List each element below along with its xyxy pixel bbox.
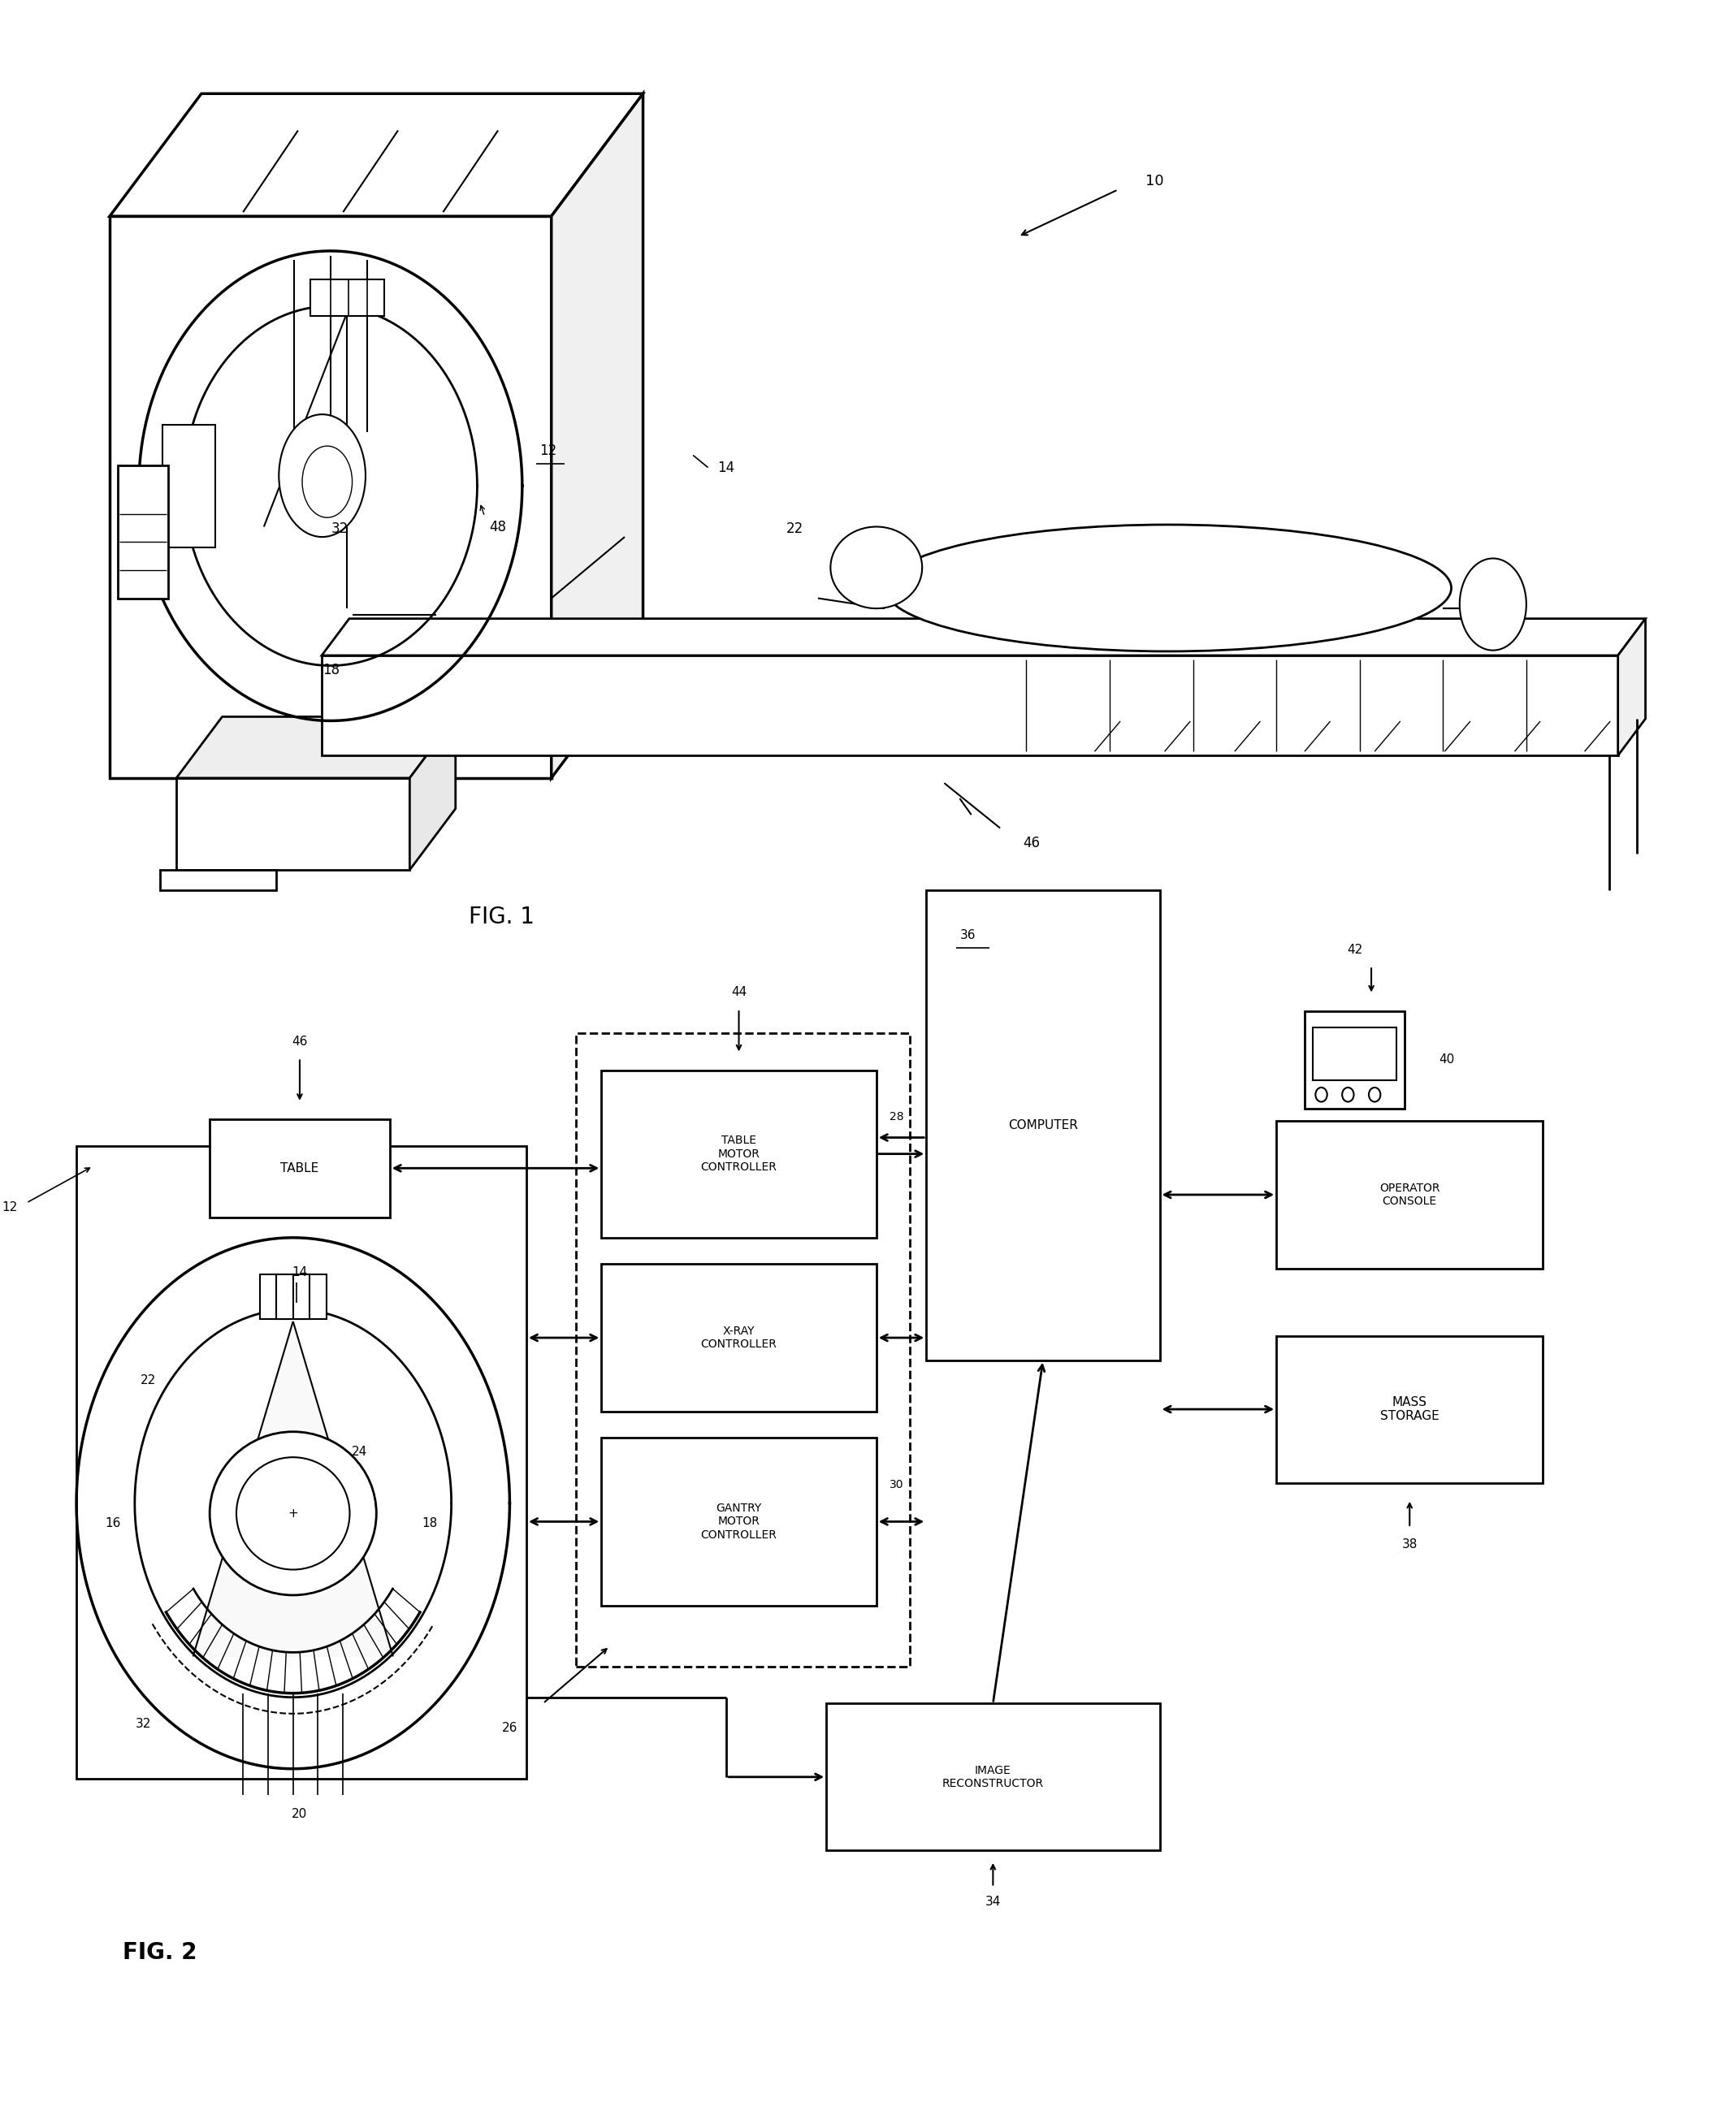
Text: +: + <box>288 1507 299 1519</box>
Text: MASS
STORAGE: MASS STORAGE <box>1380 1396 1439 1422</box>
Text: 28: 28 <box>889 1111 903 1124</box>
Text: FIG. 1: FIG. 1 <box>469 907 535 928</box>
Text: 20: 20 <box>292 1807 307 1819</box>
Text: 36: 36 <box>960 930 976 941</box>
Ellipse shape <box>885 526 1451 651</box>
Text: 18: 18 <box>422 1517 437 1530</box>
Text: 44: 44 <box>731 987 746 998</box>
Polygon shape <box>927 890 1160 1360</box>
Text: OPERATOR
CONSOLE: OPERATOR CONSOLE <box>1380 1183 1439 1207</box>
Polygon shape <box>177 779 410 870</box>
Polygon shape <box>552 94 642 779</box>
Polygon shape <box>118 466 168 598</box>
Ellipse shape <box>279 415 366 536</box>
Circle shape <box>1316 1087 1326 1102</box>
Polygon shape <box>321 619 1646 655</box>
Ellipse shape <box>302 447 352 517</box>
Text: X-RAY
CONTROLLER: X-RAY CONTROLLER <box>701 1326 778 1349</box>
Text: 34: 34 <box>984 1896 1002 1907</box>
Text: 40: 40 <box>1439 1053 1455 1066</box>
Text: 46: 46 <box>1023 836 1040 851</box>
Polygon shape <box>601 1070 877 1238</box>
Polygon shape <box>1312 1028 1396 1081</box>
Ellipse shape <box>236 1458 349 1570</box>
Text: 22: 22 <box>141 1375 156 1387</box>
Text: 46: 46 <box>292 1036 307 1047</box>
Polygon shape <box>161 426 215 547</box>
Text: 14: 14 <box>717 460 734 475</box>
Polygon shape <box>193 1321 392 1656</box>
Text: FIG. 2: FIG. 2 <box>123 1941 196 1964</box>
Text: 32: 32 <box>135 1717 151 1730</box>
Text: TABLE
MOTOR
CONTROLLER: TABLE MOTOR CONTROLLER <box>701 1134 778 1173</box>
Text: TABLE: TABLE <box>281 1162 319 1175</box>
Text: 22: 22 <box>786 521 804 536</box>
Ellipse shape <box>830 528 922 609</box>
Text: 24: 24 <box>352 1447 368 1458</box>
Ellipse shape <box>210 1432 377 1596</box>
Text: 30: 30 <box>889 1479 903 1490</box>
Text: 14: 14 <box>292 1266 307 1279</box>
Text: IMAGE
RECONSTRUCTOR: IMAGE RECONSTRUCTOR <box>943 1764 1043 1790</box>
Polygon shape <box>260 1275 326 1319</box>
Polygon shape <box>311 279 384 317</box>
Text: 18: 18 <box>323 662 340 677</box>
Polygon shape <box>601 1264 877 1411</box>
Circle shape <box>1342 1087 1354 1102</box>
Circle shape <box>1368 1087 1380 1102</box>
Text: 26: 26 <box>502 1722 517 1734</box>
Text: 32: 32 <box>332 521 349 536</box>
Text: 48: 48 <box>490 519 507 534</box>
Ellipse shape <box>1460 558 1526 651</box>
Polygon shape <box>109 94 642 217</box>
Polygon shape <box>177 717 455 779</box>
Polygon shape <box>276 1275 309 1319</box>
Text: COMPUTER: COMPUTER <box>1009 1119 1078 1132</box>
Polygon shape <box>1276 1336 1543 1483</box>
Text: GANTRY
MOTOR
CONTROLLER: GANTRY MOTOR CONTROLLER <box>701 1502 778 1541</box>
Polygon shape <box>826 1702 1160 1851</box>
Polygon shape <box>1305 1011 1404 1109</box>
Text: 16: 16 <box>106 1517 122 1530</box>
Polygon shape <box>210 1119 389 1217</box>
Polygon shape <box>1276 1121 1543 1268</box>
Text: 12: 12 <box>2 1200 17 1213</box>
Text: 38: 38 <box>1401 1539 1418 1549</box>
Text: 10: 10 <box>1146 174 1163 189</box>
Polygon shape <box>410 717 455 870</box>
Polygon shape <box>160 870 276 890</box>
Polygon shape <box>601 1439 877 1605</box>
Text: 12: 12 <box>540 445 557 458</box>
Polygon shape <box>109 217 552 779</box>
Polygon shape <box>76 1145 526 1779</box>
Polygon shape <box>1618 619 1646 755</box>
Polygon shape <box>321 655 1618 755</box>
Text: 42: 42 <box>1347 943 1363 955</box>
